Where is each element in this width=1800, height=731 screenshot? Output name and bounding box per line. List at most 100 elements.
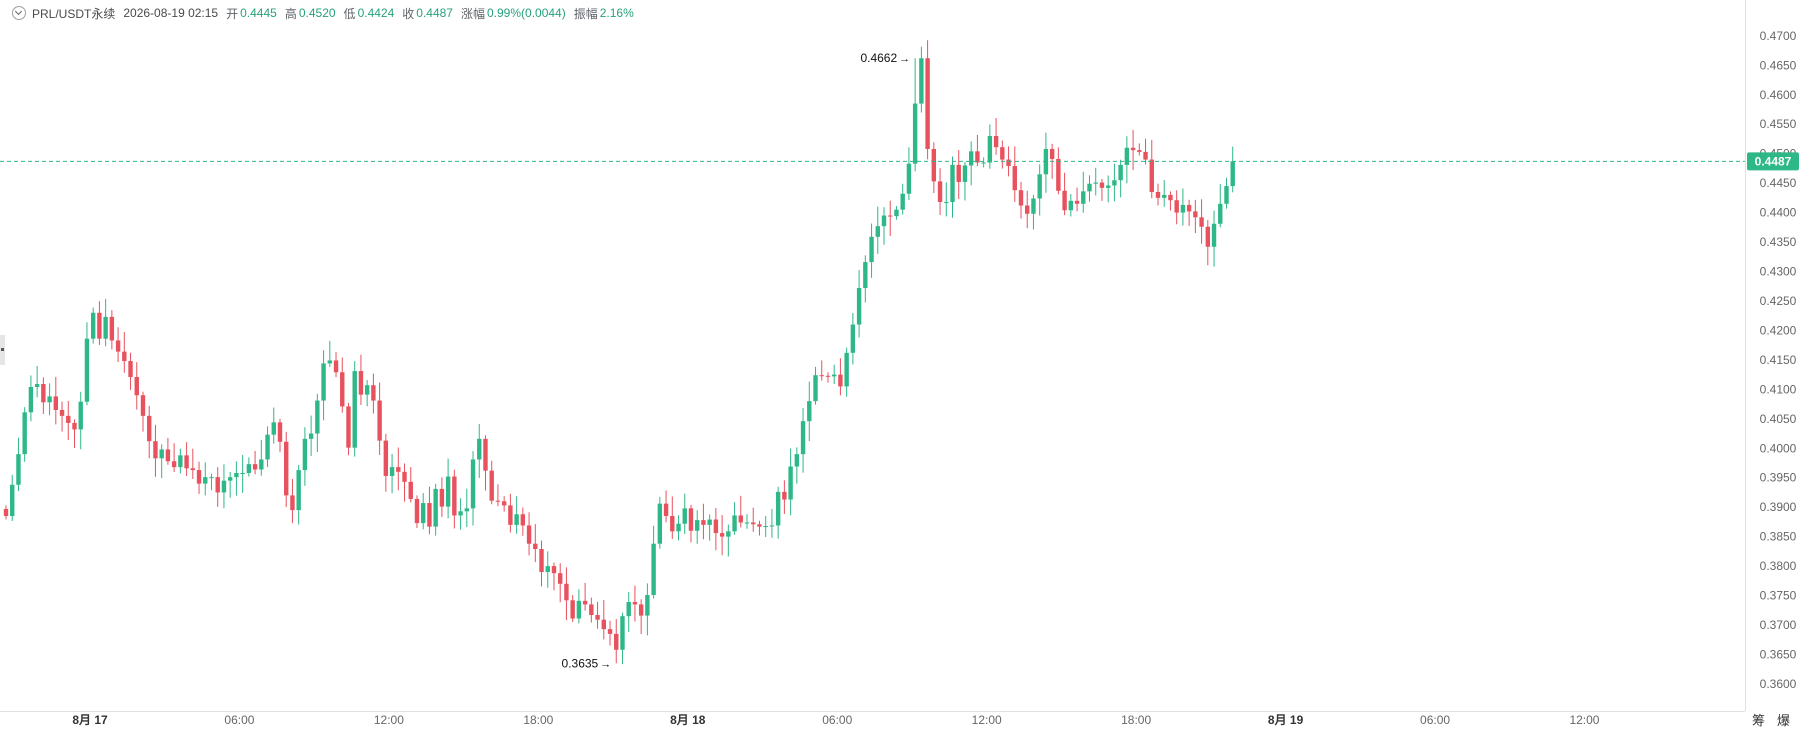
- candle-body: [445, 476, 451, 507]
- y-tick-label: 0.4000: [1760, 441, 1797, 455]
- candle-body: [626, 602, 631, 617]
- candle-body: [1087, 183, 1092, 192]
- candle-body: [582, 600, 588, 605]
- candle-body: [800, 421, 806, 455]
- candle-body: [1124, 147, 1130, 165]
- y-tick-label: 0.4300: [1760, 265, 1797, 279]
- candle-body: [421, 503, 426, 524]
- candle-body: [987, 135, 993, 163]
- candle-body: [483, 438, 488, 471]
- candle-body: [1018, 190, 1024, 206]
- candle-body: [570, 600, 575, 619]
- amplitude-value: 2.16%: [599, 6, 634, 20]
- candle-body: [844, 352, 849, 387]
- candle-body: [134, 376, 139, 396]
- candle-body: [153, 441, 158, 459]
- candle-body: [34, 384, 40, 387]
- candle-body: [807, 401, 812, 422]
- x-tick-label: 06:00: [822, 713, 852, 727]
- x-tick-label: 8月 17: [72, 713, 108, 727]
- candle-body: [782, 491, 787, 500]
- candle-body: [284, 441, 289, 496]
- left-panel-handle[interactable]: [0, 335, 5, 365]
- y-tick-label: 0.4200: [1760, 323, 1797, 337]
- candle-body: [1218, 203, 1223, 224]
- candle-body: [514, 514, 519, 525]
- candle-body: [670, 516, 675, 532]
- candle-body: [1056, 158, 1061, 191]
- candle-body: [371, 385, 376, 401]
- collapse-toggle-icon[interactable]: [12, 6, 26, 20]
- candle-body: [1006, 159, 1011, 167]
- candle-body: [433, 488, 438, 527]
- candle-body: [944, 201, 949, 203]
- candle-body: [751, 522, 756, 525]
- candle-body: [1174, 200, 1179, 213]
- candle-body: [520, 514, 526, 526]
- candle-body: [72, 422, 77, 430]
- candle-body: [489, 470, 494, 501]
- candle-body: [327, 360, 333, 364]
- candle-body: [501, 501, 507, 506]
- candle-body: [178, 455, 183, 468]
- candle-body: [1224, 186, 1229, 204]
- candle-body: [1037, 174, 1042, 199]
- candle-body: [115, 340, 121, 352]
- candle-body: [719, 533, 725, 537]
- candle-body: [1137, 150, 1142, 152]
- candle-body: [3, 508, 9, 517]
- candle-body: [408, 481, 413, 499]
- y-tick-label: 0.4100: [1760, 382, 1797, 396]
- liquidation-button[interactable]: 爆: [1776, 713, 1790, 728]
- candle-body: [203, 477, 208, 484]
- y-tick-label: 0.4350: [1760, 235, 1797, 249]
- candle-body: [414, 498, 420, 524]
- candle-body: [10, 484, 15, 517]
- y-tick-label: 0.3850: [1760, 530, 1797, 544]
- y-tick-label: 0.4650: [1760, 58, 1797, 72]
- low-price-annotation: 0.3635: [562, 656, 599, 670]
- candle-body: [875, 226, 880, 237]
- candle-body: [813, 375, 818, 402]
- candle-body: [66, 415, 71, 423]
- candle-body: [931, 148, 937, 182]
- y-tick-label: 0.3950: [1760, 471, 1797, 485]
- candle-body: [694, 520, 700, 531]
- candle-body: [1074, 200, 1080, 204]
- candle-body: [1193, 211, 1198, 218]
- candle-body: [402, 471, 407, 482]
- y-tick-label: 0.4550: [1760, 117, 1797, 131]
- y-tick-label: 0.4600: [1760, 88, 1797, 102]
- candle-body: [315, 400, 320, 434]
- candle-body: [676, 523, 681, 532]
- y-tick-label: 0.4250: [1760, 294, 1797, 308]
- candle-body: [794, 454, 800, 467]
- candle-body: [919, 58, 924, 104]
- candle-body: [41, 384, 46, 403]
- candle-body: [589, 604, 594, 615]
- candle-body: [190, 468, 196, 471]
- candle-body: [551, 566, 557, 574]
- candle-body: [47, 396, 52, 403]
- chip-distribution-button[interactable]: 筹: [1751, 713, 1765, 728]
- x-tick-label: 06:00: [1420, 713, 1450, 727]
- candle-body: [240, 473, 245, 475]
- candle-body: [757, 524, 762, 527]
- y-tick-label: 0.3700: [1760, 618, 1797, 632]
- candle-body: [763, 526, 768, 528]
- candle-body: [819, 375, 824, 377]
- y-tick-label: 0.3800: [1760, 559, 1797, 573]
- candle-body: [632, 602, 638, 605]
- candle-body: [1143, 151, 1148, 160]
- candle-body: [620, 616, 625, 650]
- candle-body: [122, 351, 127, 362]
- amplitude-label: 振幅: [573, 6, 598, 21]
- candle-body: [838, 374, 843, 387]
- candle-body: [109, 316, 115, 341]
- candle-body: [1031, 198, 1036, 214]
- candle-body: [968, 151, 974, 166]
- candle-body: [738, 515, 743, 523]
- low-value: 0.4424: [357, 6, 395, 20]
- candle-body: [657, 503, 663, 544]
